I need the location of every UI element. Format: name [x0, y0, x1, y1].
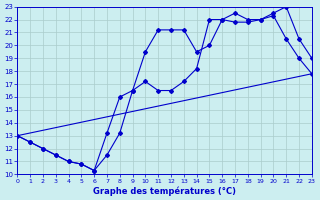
- X-axis label: Graphe des températures (°C): Graphe des températures (°C): [93, 186, 236, 196]
